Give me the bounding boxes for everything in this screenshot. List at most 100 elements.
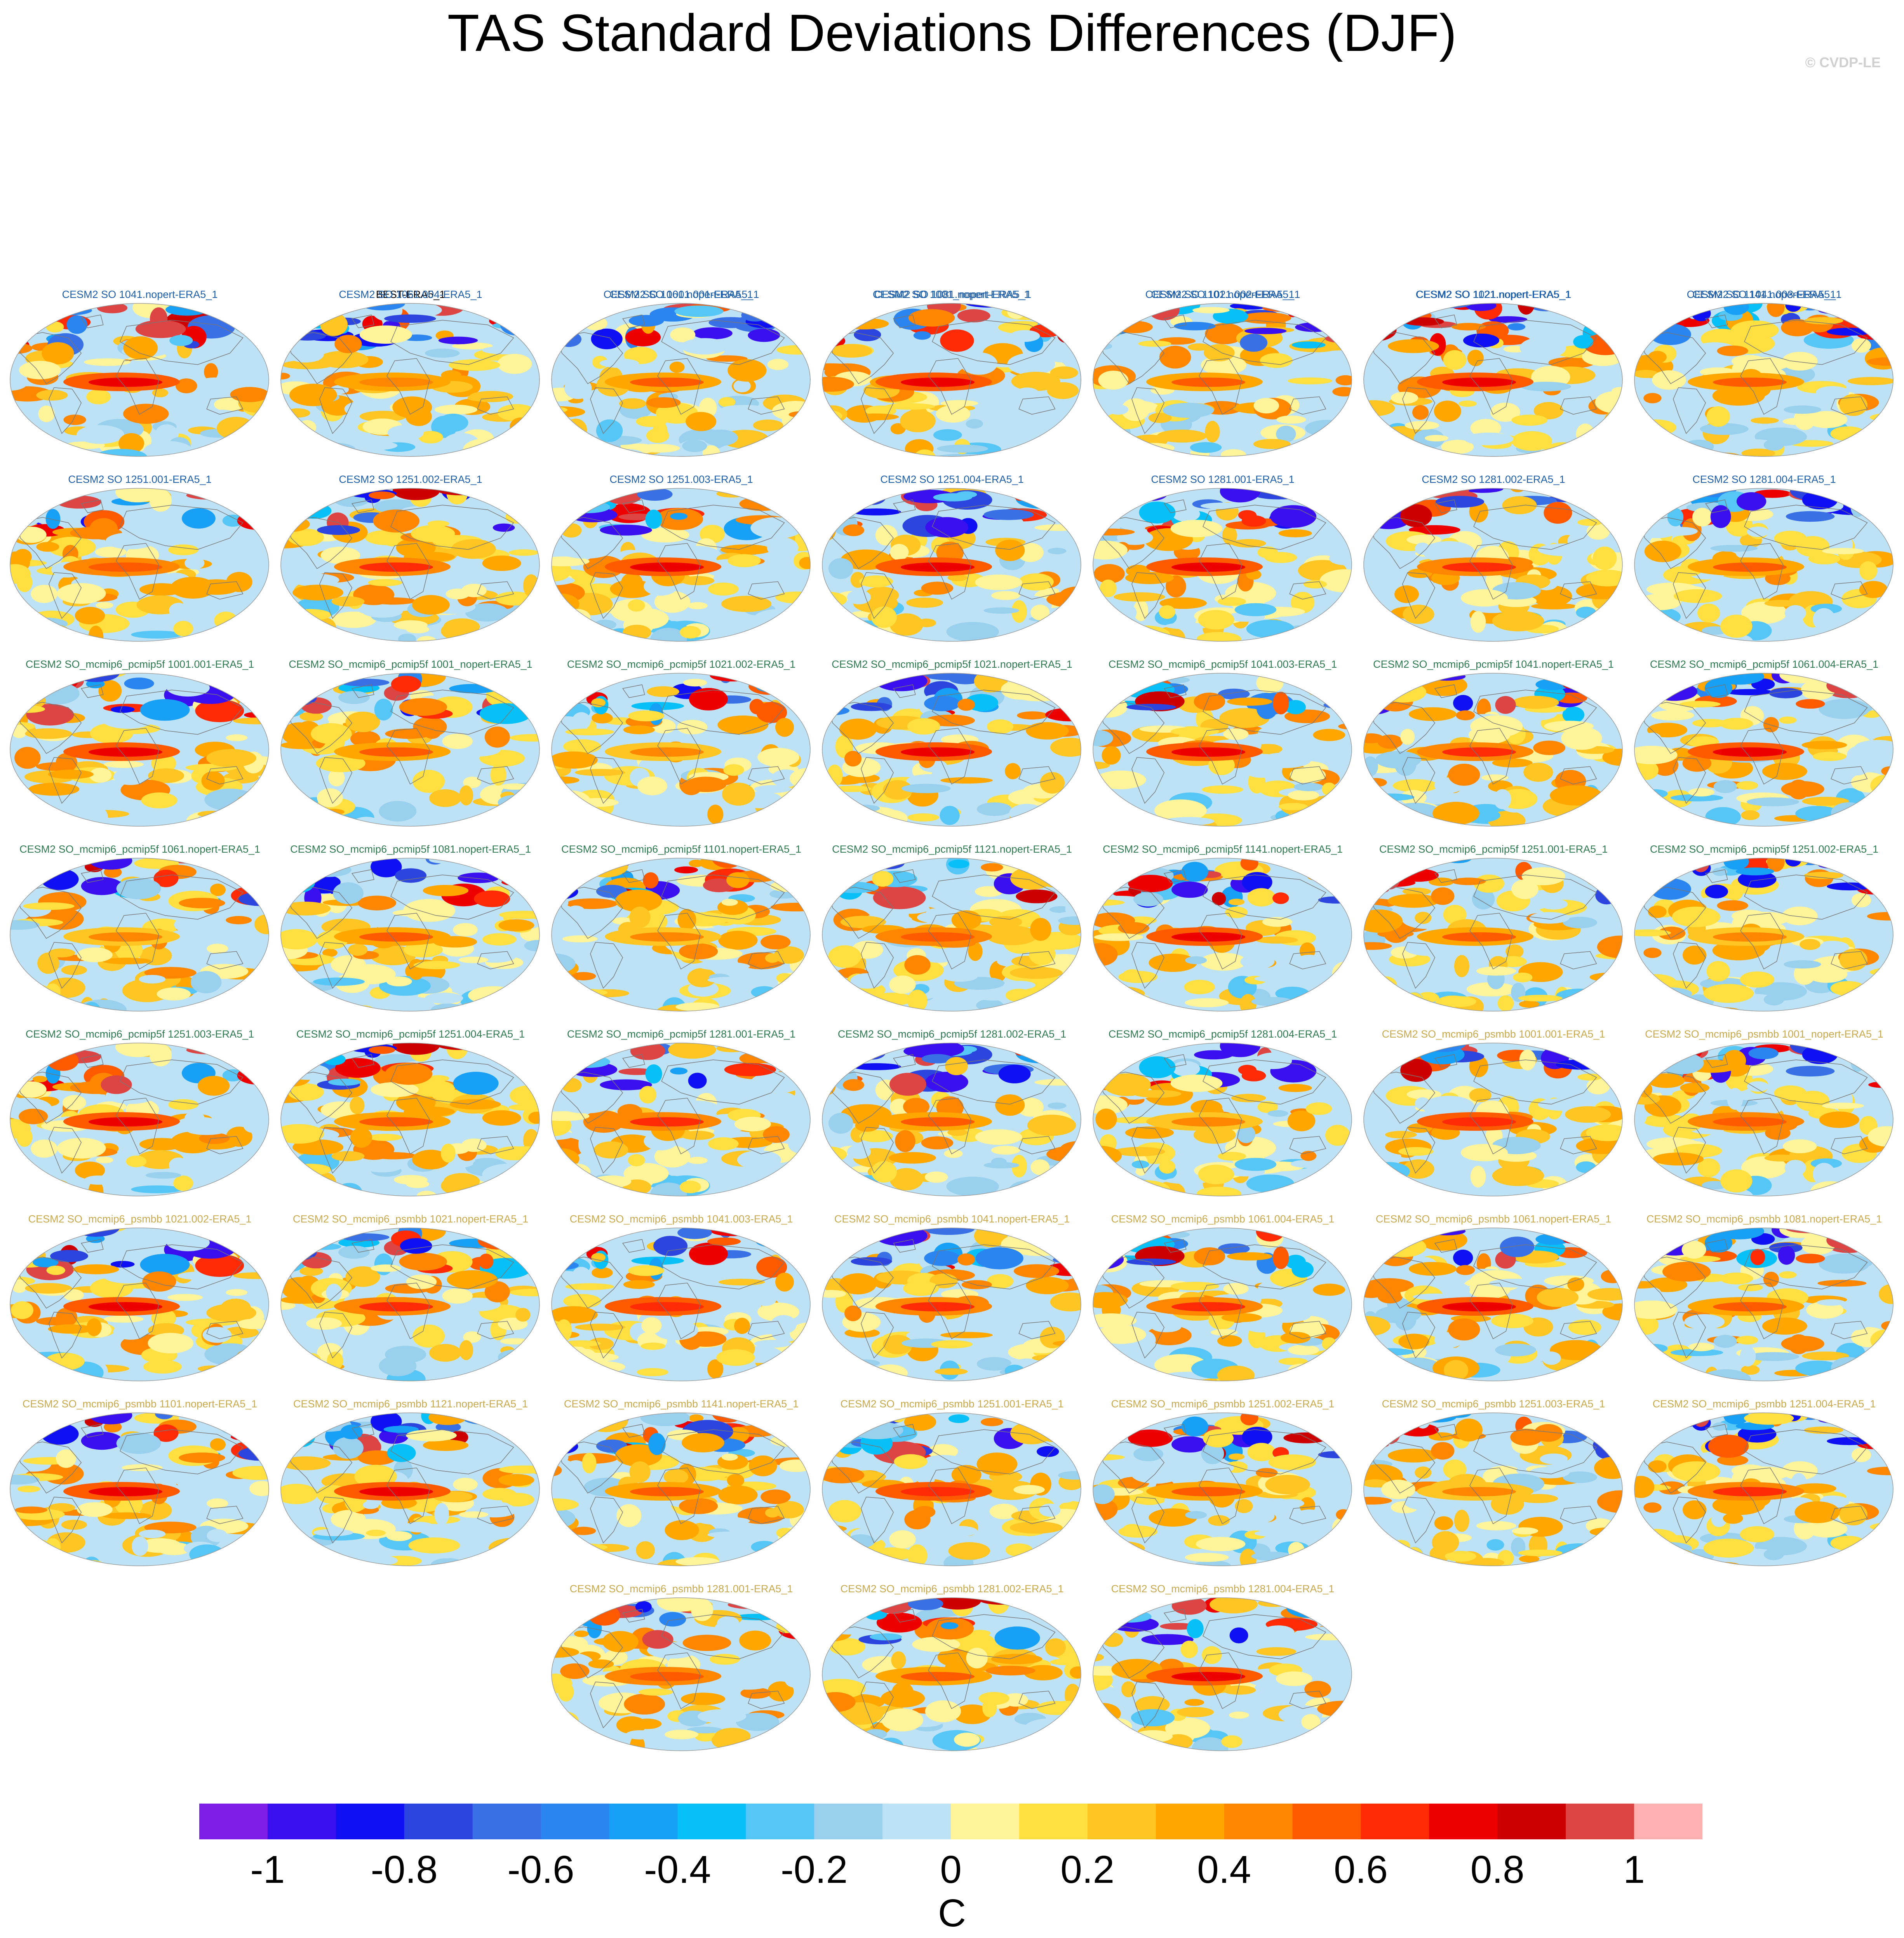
enso-core bbox=[89, 1117, 162, 1127]
field-blob bbox=[680, 626, 701, 639]
field-blob bbox=[1231, 539, 1266, 548]
field-blob bbox=[727, 359, 767, 382]
field-blob bbox=[1200, 502, 1245, 509]
coastline bbox=[1402, 387, 1436, 434]
field-blob bbox=[1288, 377, 1332, 385]
field-blob bbox=[17, 436, 39, 444]
map-panel: CESM2 SO 1121.nopert-ERA5_1 bbox=[1359, 287, 1627, 465]
field-blob bbox=[143, 1360, 182, 1374]
field-blob bbox=[294, 430, 333, 444]
field-blob bbox=[628, 599, 645, 612]
field-blob bbox=[350, 1127, 372, 1148]
field-blob bbox=[1118, 922, 1149, 934]
field-blob bbox=[552, 324, 580, 334]
field-blob bbox=[10, 673, 38, 684]
field-blob bbox=[771, 1355, 797, 1373]
field-blob bbox=[1650, 811, 1673, 825]
field-blob bbox=[1720, 1169, 1753, 1193]
field-blob bbox=[222, 1003, 269, 1011]
coastline bbox=[1018, 951, 1056, 970]
coastline bbox=[1289, 396, 1326, 415]
field-blob bbox=[140, 1254, 190, 1276]
map-outline bbox=[1093, 858, 1352, 1012]
map-panel: CESM2 SO_mcmip6_pcmip5f 1281.002-ERA5_1 bbox=[818, 1026, 1086, 1205]
field-blob bbox=[1364, 796, 1388, 815]
field-blob bbox=[26, 445, 75, 456]
coastline bbox=[1018, 1321, 1056, 1339]
field-blob bbox=[594, 303, 609, 312]
field-blob bbox=[822, 1047, 831, 1059]
field-blob bbox=[1305, 420, 1349, 437]
field-blob bbox=[371, 858, 402, 878]
coastline bbox=[120, 320, 244, 365]
field-blob bbox=[1836, 493, 1860, 503]
field-blob bbox=[75, 607, 105, 625]
global-map bbox=[551, 673, 811, 827]
field-blob bbox=[1093, 819, 1125, 826]
field-blob bbox=[385, 1346, 426, 1363]
coastline bbox=[49, 387, 82, 434]
panel-label: CESM2 SO_mcmip6_psmbb 1021.nopert-ERA5_1 bbox=[292, 1213, 529, 1225]
field-blob bbox=[847, 590, 871, 604]
field-blob bbox=[822, 858, 853, 869]
field-blob bbox=[281, 673, 306, 688]
global-map bbox=[822, 488, 1081, 642]
field-blob bbox=[1400, 729, 1415, 745]
field-blob bbox=[1281, 1332, 1311, 1344]
field-blob bbox=[211, 1183, 235, 1196]
field-blob bbox=[289, 331, 326, 341]
field-blob bbox=[567, 496, 588, 511]
field-blob bbox=[1736, 492, 1767, 511]
field-blob bbox=[311, 723, 352, 744]
global-map bbox=[822, 303, 1081, 457]
coastline bbox=[1673, 942, 1706, 989]
map-outline bbox=[822, 303, 1081, 457]
map-outline bbox=[822, 1043, 1081, 1196]
map-panel: CESM2 SO_mcmip6_pcmip5f 1281.001-ERA5_1 bbox=[547, 1026, 815, 1205]
field-blob bbox=[563, 1294, 601, 1308]
field-blob bbox=[286, 858, 327, 879]
field-blob bbox=[339, 679, 390, 686]
field-blob bbox=[557, 673, 574, 689]
field-blob bbox=[104, 1315, 144, 1323]
field-blob bbox=[961, 1280, 992, 1289]
field-blob bbox=[1307, 1043, 1329, 1050]
field-blob bbox=[1495, 696, 1516, 714]
panel-label: CESM2 SO_mcmip6_pcmip5f 1081.nopert-ERA5… bbox=[290, 843, 531, 855]
field-blob bbox=[1291, 954, 1327, 975]
field-blob bbox=[1024, 740, 1047, 751]
field-blob bbox=[1653, 1153, 1704, 1166]
field-blob bbox=[1710, 545, 1758, 552]
map-panel: CESM2 SO_mcmip6_pcmip5f 1041.003-ERA5_1 bbox=[1089, 656, 1357, 835]
field-blob bbox=[1205, 421, 1220, 442]
field-blob bbox=[1540, 898, 1568, 910]
field-blob bbox=[947, 1129, 968, 1136]
enso-core bbox=[89, 378, 162, 387]
enso-core bbox=[359, 1117, 433, 1127]
field-blob bbox=[889, 975, 916, 994]
field-blob bbox=[1651, 710, 1694, 721]
field-blob bbox=[607, 958, 644, 972]
coastline bbox=[49, 757, 82, 804]
field-blob bbox=[1284, 632, 1318, 641]
field-blob bbox=[1392, 1043, 1433, 1054]
field-blob bbox=[567, 1228, 591, 1238]
field-blob bbox=[1219, 708, 1270, 728]
coastline bbox=[928, 728, 971, 785]
field-blob bbox=[1125, 571, 1174, 584]
field-blob bbox=[1198, 1165, 1234, 1184]
field-blob bbox=[975, 1247, 1023, 1269]
field-blob bbox=[785, 1129, 810, 1136]
map-panel: CESM2 SO_mcmip6_pcmip5f 1001_nopert-ERA5… bbox=[277, 656, 545, 835]
global-map bbox=[1634, 488, 1894, 642]
map-panel: CESM2 SO 1251.002-ERA5_1 bbox=[277, 472, 545, 650]
field-blob bbox=[592, 712, 613, 724]
field-blob bbox=[852, 1063, 901, 1070]
field-blob bbox=[1009, 804, 1045, 823]
field-blob bbox=[1796, 536, 1830, 557]
enso-core bbox=[1442, 378, 1516, 387]
field-blob bbox=[1371, 1055, 1391, 1069]
field-blob bbox=[1364, 1361, 1394, 1374]
coastline bbox=[351, 499, 374, 513]
field-blob bbox=[1794, 408, 1816, 430]
